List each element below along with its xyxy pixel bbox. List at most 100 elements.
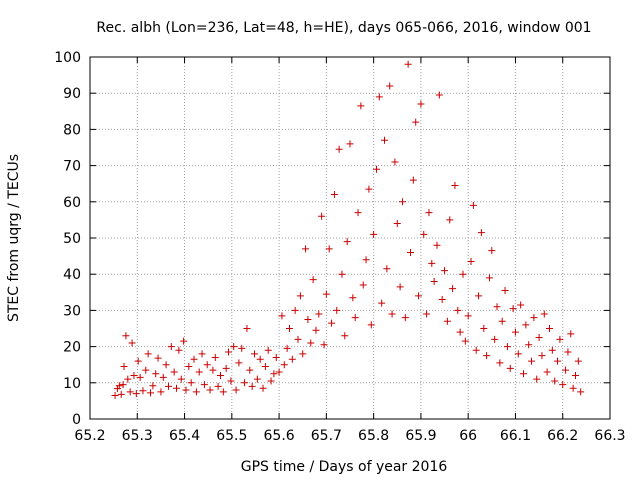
data-point (330, 191, 338, 199)
data-point (214, 382, 222, 390)
data-point (577, 388, 585, 396)
data-point (551, 377, 559, 385)
data-point (136, 373, 144, 381)
y-tick-label: 10 (63, 376, 81, 392)
data-point (162, 361, 170, 369)
data-points (111, 60, 585, 399)
data-point (528, 357, 536, 365)
data-point (315, 310, 323, 318)
data-point (318, 212, 326, 220)
data-point (370, 230, 378, 238)
data-point (545, 325, 553, 332)
x-tick-label: 65.8 (358, 428, 389, 444)
data-point (562, 366, 570, 374)
data-point (341, 332, 349, 340)
data-point (159, 373, 167, 381)
data-point (365, 185, 373, 193)
y-tick-label: 100 (54, 50, 81, 66)
data-point (451, 182, 459, 190)
data-point (475, 292, 483, 300)
data-point (154, 354, 162, 362)
x-tick-label: 65.7 (311, 428, 342, 444)
data-point (177, 375, 185, 383)
data-point (464, 312, 472, 320)
data-point (396, 283, 404, 291)
data-point (335, 145, 343, 153)
data-point (259, 384, 267, 392)
data-point (185, 363, 193, 371)
y-axis-label: STEC from uqrg / TECUs (6, 154, 22, 322)
data-point (535, 334, 543, 342)
data-point (449, 285, 457, 293)
data-point (320, 341, 328, 349)
data-point (567, 330, 575, 338)
data-point (496, 359, 504, 367)
data-point (307, 339, 315, 347)
data-point (328, 319, 336, 327)
x-tick-label: 65.3 (122, 428, 153, 444)
x-axis-label: GPS time / Days of year 2016 (241, 459, 448, 475)
data-point (435, 91, 443, 99)
data-point (211, 353, 219, 361)
y-tick-label: 60 (63, 195, 81, 211)
data-point (238, 344, 246, 352)
data-point (343, 238, 351, 246)
data-point (533, 375, 541, 383)
data-point (540, 310, 548, 318)
data-point (246, 366, 254, 374)
data-point (253, 375, 261, 383)
data-point (538, 352, 546, 360)
data-point (420, 230, 428, 238)
data-point (472, 346, 480, 354)
data-point (222, 364, 230, 372)
data-point (423, 310, 431, 318)
data-point (428, 259, 436, 267)
data-point (417, 100, 425, 108)
x-tick-label: 66.3 (594, 428, 625, 444)
x-tick-label: 65.5 (216, 428, 247, 444)
x-tick-label: 65.6 (264, 428, 295, 444)
data-point (251, 350, 259, 358)
data-point (564, 348, 572, 356)
data-point (461, 337, 469, 345)
data-point (126, 388, 134, 396)
data-point (454, 306, 462, 314)
axis-ticks: 65.2 65.3 65.4 65.5 65.6 65.7 65.8 65.9 66 66.1 66… (54, 50, 625, 444)
data-point (514, 350, 522, 358)
data-point (128, 339, 136, 347)
data-point (304, 315, 312, 323)
data-point (294, 335, 302, 343)
data-point (170, 368, 178, 376)
data-point (443, 317, 451, 325)
data-point (120, 363, 128, 371)
data-point (124, 375, 132, 383)
data-point (261, 363, 269, 371)
y-tick-label: 90 (63, 86, 81, 102)
data-point (264, 346, 272, 354)
data-point (559, 381, 567, 389)
y-tick-label: 80 (63, 122, 81, 138)
data-point (574, 357, 582, 365)
data-point (383, 265, 391, 273)
data-point (548, 346, 556, 354)
data-point (288, 355, 296, 363)
data-point (433, 241, 441, 249)
data-point (180, 337, 188, 345)
data-point (309, 276, 317, 284)
data-point (517, 301, 525, 309)
data-point (278, 312, 286, 320)
data-point (378, 299, 386, 307)
data-point (530, 314, 538, 322)
data-point (195, 368, 203, 376)
data-point (333, 306, 341, 314)
data-point (167, 343, 175, 351)
y-tick-label: 50 (63, 231, 81, 247)
data-point (144, 350, 152, 358)
data-point (235, 359, 243, 367)
data-point (543, 368, 551, 376)
data-point (430, 277, 438, 285)
data-point (412, 118, 420, 126)
data-point (187, 379, 195, 387)
data-point (157, 388, 165, 396)
data-point (362, 256, 370, 264)
